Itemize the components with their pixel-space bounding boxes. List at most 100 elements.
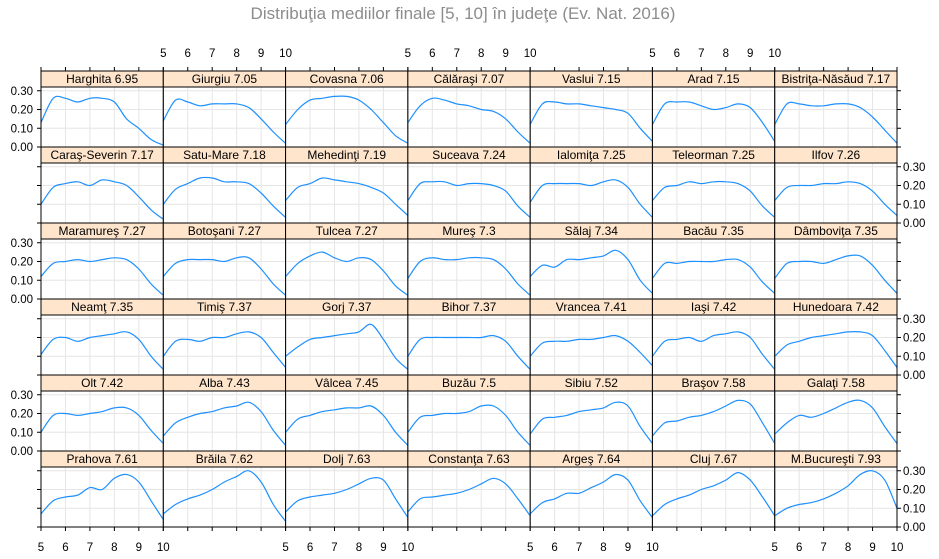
- panels: Harghita 6.95 Giurgiu 7.05 Covasna 7.06 Căl…: [40, 70, 898, 528]
- panel-border: [774, 86, 898, 148]
- panel-border: [285, 238, 409, 300]
- panel: Ialomiţa 7.25: [529, 146, 653, 224]
- y-tick-label: 0.20: [903, 485, 925, 497]
- density-curve: [40, 473, 164, 520]
- panel-label: Ilfov 7.26: [812, 148, 861, 162]
- chart-title: Distribuţia mediilor finale [5, 10] în j…: [251, 4, 676, 23]
- panel-label: Olt 7.42: [81, 376, 123, 390]
- panel-border: [162, 238, 287, 300]
- x-tick-label: 7: [87, 542, 93, 554]
- density-curve: [407, 404, 531, 446]
- density-curve: [651, 471, 776, 517]
- panel-label: Vrancea 7.41: [556, 300, 627, 314]
- density-curve: [529, 473, 653, 518]
- density-curve: [285, 95, 409, 144]
- panel-border: [529, 390, 653, 452]
- density-curve: [40, 331, 164, 370]
- y-tick-label: 0.10: [11, 123, 33, 135]
- y-tick-label: 0.00: [903, 522, 925, 534]
- panel: Maramureş 7.27: [40, 222, 164, 300]
- panel-label: Covasna 7.06: [310, 72, 384, 86]
- x-tick-label: 6: [429, 48, 435, 60]
- panel: Argeş 7.64: [529, 450, 653, 528]
- panel: Gorj 7.37: [285, 298, 409, 376]
- y-tick-label: 0.30: [11, 238, 33, 250]
- panel-label: Cluj 7.67: [690, 452, 738, 466]
- x-tick-label: 7: [820, 542, 826, 554]
- density-curve: [407, 97, 531, 144]
- x-tick-label: 10: [768, 48, 781, 60]
- density-curve: [285, 405, 409, 446]
- x-tick-label: 10: [401, 542, 414, 554]
- density-curve: [407, 256, 531, 296]
- panel-border: [162, 162, 287, 224]
- panel-label: Arad 7.15: [688, 72, 740, 86]
- panel: Prahova 7.61: [40, 450, 164, 528]
- panel-label: Constanţa 7.63: [428, 452, 510, 466]
- y-tick-label: 0.00: [903, 218, 925, 230]
- panel: Vrancea 7.41: [529, 298, 653, 376]
- panel-border: [651, 466, 776, 528]
- density-curve: [529, 401, 653, 444]
- x-tick-label: 8: [356, 542, 362, 554]
- panel-border: [529, 314, 653, 376]
- panel-label: Giurgiu 7.05: [192, 72, 258, 86]
- density-curve: [285, 323, 409, 370]
- panel-label: Mureş 7.3: [442, 224, 496, 238]
- panel: Sălaj 7.34: [529, 222, 653, 300]
- panel-label: Caraş-Severin 7.17: [50, 148, 154, 162]
- y-tick-label: 0.30: [903, 162, 925, 174]
- panel: Satu-Mare 7.18: [162, 146, 287, 224]
- panel-label: Argeş 7.64: [562, 452, 620, 466]
- density-curve: [407, 334, 531, 370]
- panel: M.Bucureşti 7.93: [774, 450, 898, 528]
- panel-label: Vâlcea 7.45: [315, 376, 379, 390]
- panel-label: Vaslui 7.15: [562, 72, 621, 86]
- panel: Neamţ 7.35: [40, 298, 164, 376]
- y-tick-label: 0.10: [11, 275, 33, 287]
- panel: Galaţi 7.58: [774, 374, 898, 452]
- y-tick-label: 0.00: [903, 370, 925, 382]
- x-tick-label: 7: [454, 48, 460, 60]
- x-tick-label: 10: [279, 48, 292, 60]
- x-tick-label: 6: [674, 48, 680, 60]
- y-tick-label: 0.30: [903, 466, 925, 478]
- x-tick-label: 9: [747, 48, 753, 60]
- panel-border: [162, 86, 287, 148]
- panel-label: Dâmboviţa 7.35: [794, 224, 878, 238]
- panel: Mureş 7.3: [407, 222, 531, 300]
- panel: Bacău 7.35: [651, 222, 776, 300]
- panel-border: [162, 466, 287, 528]
- density-curve: [407, 477, 531, 517]
- density-curve: [162, 98, 287, 144]
- x-tick-label: 5: [160, 48, 166, 60]
- panel: Cluj 7.67: [651, 450, 776, 528]
- x-tick-label: 6: [307, 542, 313, 554]
- panel-label: Brăila 7.62: [196, 452, 254, 466]
- panel-label: Maramureş 7.27: [58, 224, 146, 238]
- x-axes: 5 6 7 8 9 10 5 6 7 8 9 10 5 6 7 8 9 10 5 6 7 8 9 10 5 6 7 8 9 10 5 6 7 8 9…: [38, 48, 904, 554]
- panel: Mehedinţi 7.19: [285, 146, 409, 224]
- panel-label: Mehedinţi 7.19: [307, 148, 386, 162]
- panel-label: Gorj 7.37: [322, 300, 372, 314]
- density-curve: [774, 330, 898, 368]
- density-curve: [40, 257, 164, 296]
- panel-border: [407, 238, 531, 300]
- x-tick-label: 9: [625, 542, 631, 554]
- panel: Iaşi 7.42: [651, 298, 776, 376]
- panel-border: [529, 162, 653, 224]
- y-tick-label: 0.00: [11, 446, 33, 458]
- density-curve: [40, 406, 164, 444]
- panel-label: Buzău 7.5: [442, 376, 496, 390]
- panel: Olt 7.42: [40, 374, 164, 452]
- panel-border: [651, 86, 776, 148]
- density-curve: [774, 469, 898, 517]
- panel: Constanţa 7.63: [407, 450, 531, 528]
- x-tick-label: 10: [157, 542, 170, 554]
- x-tick-label: 9: [258, 48, 264, 60]
- panel-label: Braşov 7.58: [682, 376, 746, 390]
- panel: Dolj 7.63: [285, 450, 409, 528]
- density-curve: [162, 331, 287, 368]
- density-curve: [162, 470, 287, 522]
